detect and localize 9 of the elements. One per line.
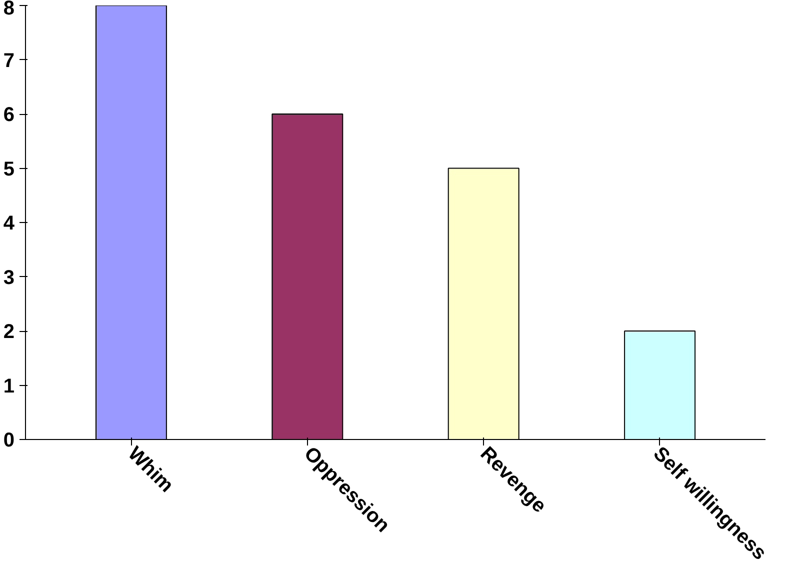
y-tick-label: 4 — [3, 212, 16, 234]
y-tick-label: 1 — [3, 375, 14, 398]
y-tick-label: 2 — [3, 321, 14, 343]
y-tick-label: 6 — [3, 104, 14, 126]
y-tick-label: 8 — [3, 0, 14, 20]
y-tick-label: 3 — [3, 266, 14, 289]
y-tick-label: 7 — [3, 50, 14, 72]
y-tick-label: 5 — [3, 158, 14, 180]
y-tick-label: 0 — [3, 430, 14, 452]
